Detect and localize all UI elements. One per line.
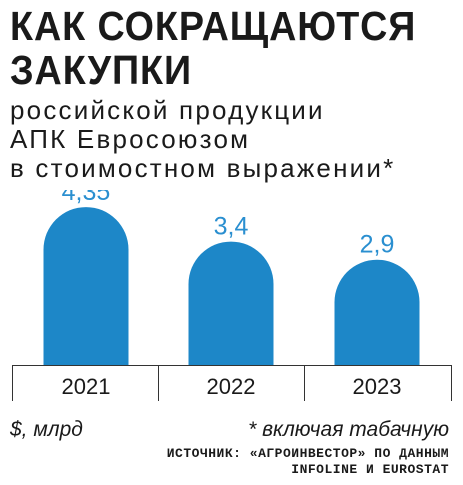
chart-title-line-2: ЗАКУПКИ	[10, 47, 192, 93]
chart-title-line-1: КАК СОКРАЩАЮТСЯ	[10, 3, 417, 49]
chart-subtitle-line-2: АПК Евросоюзом	[10, 124, 251, 154]
bar-2022	[188, 241, 274, 365]
bar-chart: 4,35 2021 3,4 2022 2,9 2023	[12, 190, 452, 401]
source-line-2: INFOLINE И EUROSTAT	[291, 462, 449, 477]
bar-2023	[334, 259, 420, 365]
x-tick-label-2021: 2021	[62, 374, 111, 399]
chart-subtitle: российской продукции АПК Евросоюзом в ст…	[10, 96, 460, 183]
value-label-2023: 2,9	[360, 231, 395, 259]
chart-title: КАК СОКРАЩАЮТСЯ ЗАКУПКИ	[10, 4, 424, 92]
footnote: * включая табачную	[248, 418, 449, 441]
x-tick-label-2023: 2023	[353, 374, 402, 399]
source-note: ИСТОЧНИК: «АГРОИНВЕСТОР» ПО ДАННЫМ INFOL…	[167, 446, 449, 478]
x-tick-label-2022: 2022	[207, 374, 256, 399]
value-label-2021: 4,35	[62, 190, 111, 206]
value-label-2022: 3,4	[214, 213, 249, 241]
bar-2021	[43, 207, 129, 365]
chart-subtitle-line-1: российской продукции	[10, 95, 325, 125]
chart-subtitle-line-3: в стоимостном выражении*	[10, 153, 396, 183]
unit-label: $, млрд	[10, 418, 83, 441]
source-line-1: ИСТОЧНИК: «АГРОИНВЕСТОР» ПО ДАННЫМ	[166, 446, 449, 461]
